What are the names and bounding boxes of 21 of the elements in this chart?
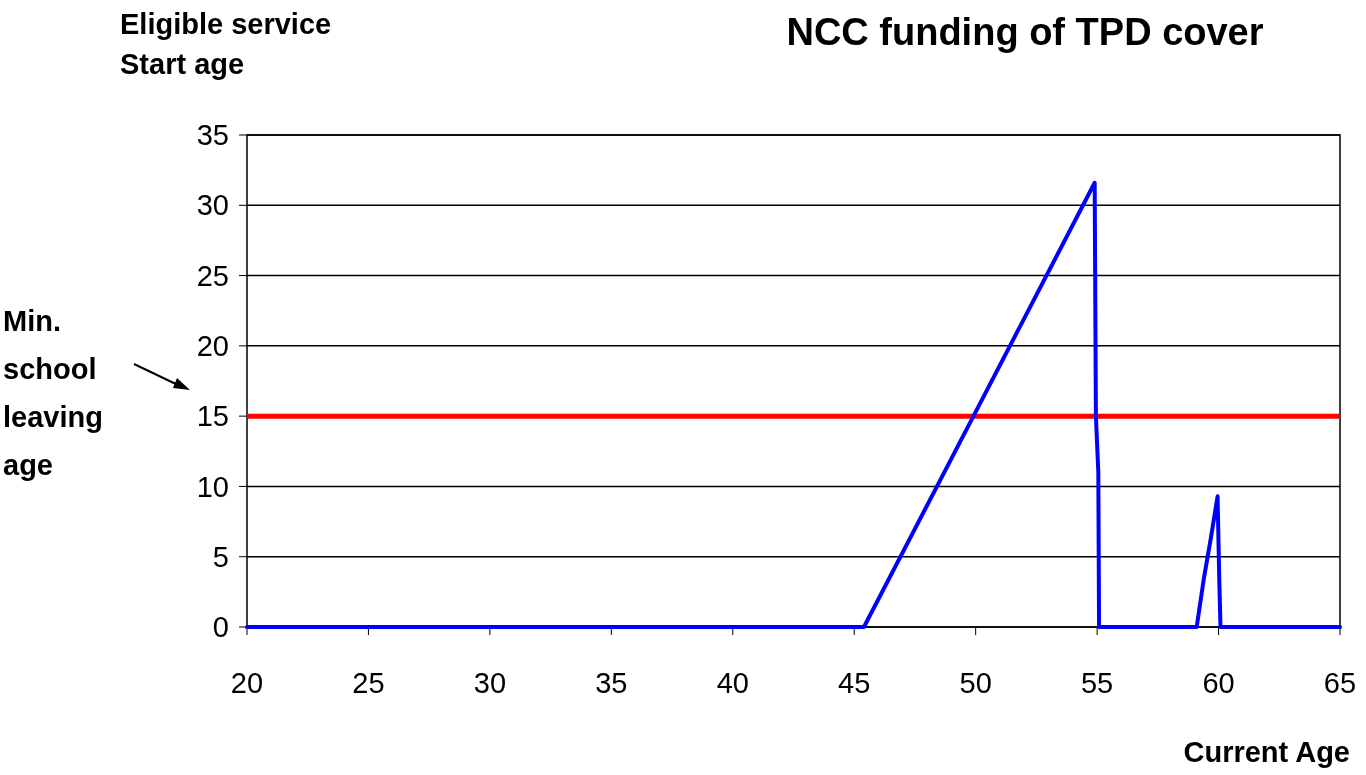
x-tick-label: 65	[1323, 667, 1357, 699]
x-tick-label: 30	[473, 667, 507, 699]
x-tick-label: 50	[959, 667, 992, 699]
y-tick-label: 25	[196, 259, 229, 292]
y-tick-label: 20	[196, 330, 229, 363]
x-tick-label: 25	[352, 667, 385, 699]
y-tick-label: 15	[196, 400, 229, 433]
y-tick-label: 10	[196, 470, 229, 503]
chart-title: NCC funding of TPD cover	[786, 11, 1264, 53]
x-tick-label: 35	[595, 667, 628, 699]
y-tick-label: 30	[196, 189, 229, 222]
x-tick-label: 40	[716, 667, 749, 699]
x-axis-title: Current Age	[1183, 736, 1350, 768]
text: Min. school leaving age	[3, 305, 103, 482]
x-tick-label: 55	[1080, 667, 1114, 699]
y-axis-title: Eligible service Start age	[120, 8, 332, 80]
x-tick-label: 45	[838, 667, 871, 699]
y-tick-label: 0	[212, 611, 229, 644]
x-tick-label: 60	[1202, 667, 1235, 699]
y-tick-label: 5	[212, 540, 229, 573]
y-tick-label: 35	[196, 119, 229, 152]
